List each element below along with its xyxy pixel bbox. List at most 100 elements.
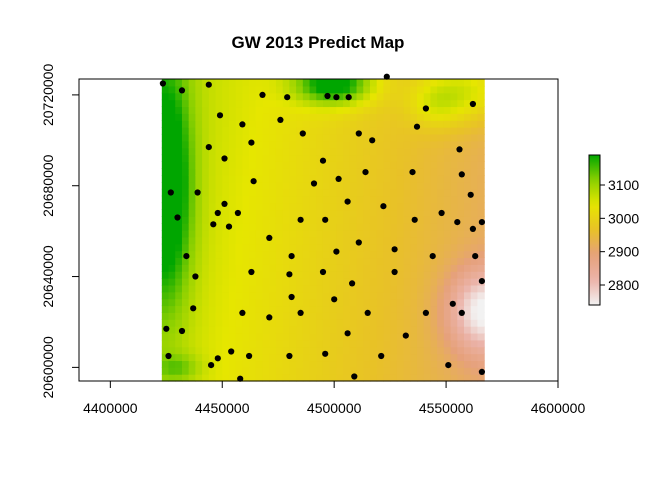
raster-cell [202,106,210,114]
raster-cell [195,85,203,94]
raster-cell [477,291,485,300]
raster-cell [255,367,264,375]
raster-cell [470,209,479,217]
raster-cell [410,339,418,348]
raster-cell [181,127,190,135]
raster-cell [202,298,210,307]
raster-cell [430,209,438,217]
raster-cell [188,209,196,217]
raster-cell [457,271,465,279]
raster-cell [262,92,270,101]
color-legend-bar [588,154,601,306]
raster-cell [457,326,465,334]
raster-cell [309,106,317,114]
raster-cell [457,305,465,313]
y-tick-label: 20640000 [40,245,56,308]
raster-cell [329,195,337,204]
raster-cell [316,230,324,238]
raster-cell [403,216,411,224]
raster-cell [222,216,230,224]
raster-cell [181,298,190,307]
raster-cell [410,202,418,211]
raster-cell [363,216,371,224]
raster-cell [316,195,324,204]
raster-cell [423,291,432,300]
raster-cell [168,79,176,87]
raster-cell [430,147,438,156]
raster-cell [255,278,264,286]
raster-cell [302,175,311,183]
raster-cell [316,305,324,313]
raster-cell [309,243,317,252]
raster-cell [296,168,304,176]
raster-cell [269,305,277,313]
raster-cell [450,154,458,162]
raster-cell [403,374,411,382]
raster-cell [202,202,210,211]
raster-cell [249,264,257,272]
raster-cell [376,284,385,293]
raster-cell [296,332,304,341]
raster-cell [383,298,391,307]
raster-cell [396,284,405,293]
raster-cell [289,147,297,156]
raster-cell [376,140,385,149]
raster-cell [309,168,317,176]
raster-cell [363,202,371,211]
raster-cell [457,298,465,307]
raster-cell [275,332,284,341]
raster-cell [383,195,391,204]
raster-cell [390,188,398,197]
raster-cell [222,181,230,190]
observation-point [331,296,338,303]
raster-cell [423,188,432,197]
raster-cell [242,99,250,108]
raster-cell [416,236,425,245]
raster-cell [423,168,432,176]
raster-cell [262,236,270,245]
raster-cell [296,346,304,355]
raster-cell [181,168,190,176]
raster-cell [437,195,445,204]
raster-cell [282,161,290,169]
raster-cell [437,278,445,286]
raster-cell [356,140,364,149]
raster-cell [430,79,438,87]
raster-cell [470,284,479,293]
observation-point [288,293,295,301]
raster-cell [208,326,217,334]
raster-cell [188,298,196,307]
raster-cell [349,113,358,121]
raster-cell [175,195,183,204]
raster-cell [275,339,284,348]
raster-cell [175,223,183,231]
raster-cell [309,230,317,238]
raster-cell [235,161,243,169]
raster-cell [477,154,485,162]
raster-cell [443,312,452,320]
raster-cell [202,374,210,382]
raster-cell [275,99,284,108]
raster-cell [430,181,438,190]
raster-cell [450,223,458,231]
raster-cell [349,154,358,162]
raster-cell [457,209,465,217]
raster-cell [289,236,297,245]
raster-cell [202,133,210,142]
raster-cell [181,202,190,211]
raster-cell [443,92,452,101]
raster-cell [235,127,243,135]
raster-cell [195,147,203,156]
raster-cell [262,195,270,204]
raster-cell [228,99,237,108]
raster-cell [202,161,210,169]
raster-cell [423,312,432,320]
raster-cell [356,291,364,300]
raster-cell [457,113,465,121]
raster-cell [329,79,337,87]
raster-cell [463,188,472,197]
raster-cell [181,230,190,238]
raster-cell [437,374,445,382]
raster-cell [450,209,458,217]
raster-cell [228,106,237,114]
